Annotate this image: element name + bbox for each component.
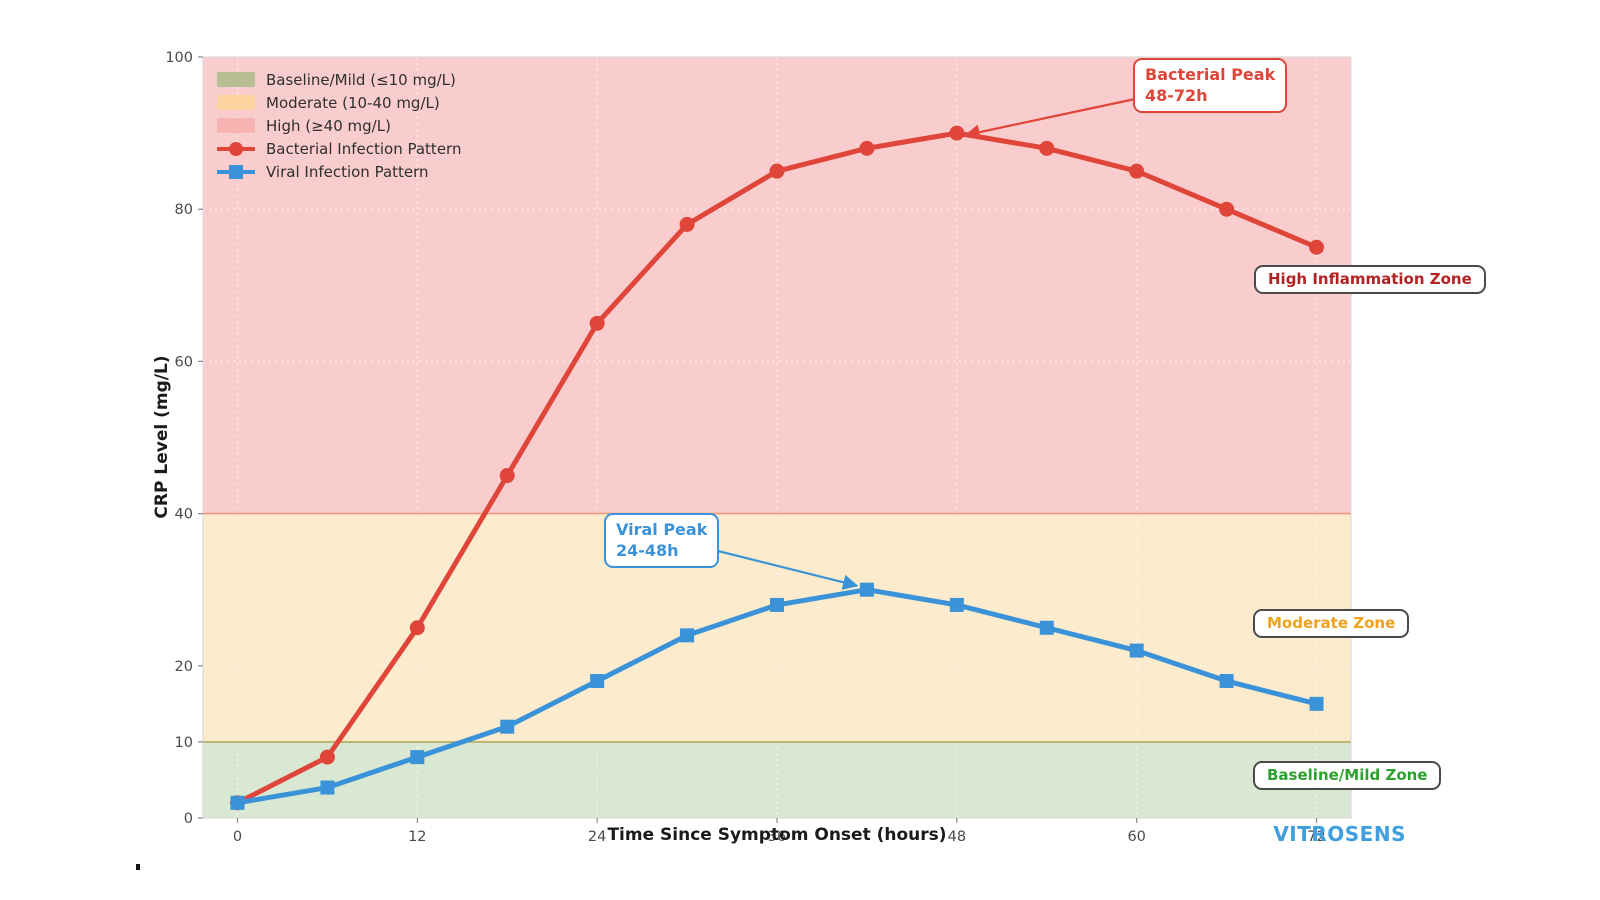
bacterial-data-point — [1129, 163, 1145, 179]
viral-data-point — [410, 750, 425, 765]
legend-label: Bacterial Infection Pattern — [266, 139, 462, 158]
chart-legend: Baseline/Mild (≤10 mg/L) Moderate (10-40 … — [217, 70, 461, 181]
viral-peak-arrow — [701, 545, 859, 590]
x-tick-label: 24 — [588, 829, 606, 845]
high-inflammation-zone-label: High Inflammation Zone — [1254, 265, 1486, 294]
x-tick-label: 72 — [1307, 829, 1325, 845]
zone-swatch-icon — [217, 95, 255, 110]
bacterial-data-point — [499, 468, 515, 484]
y-tick-label: 80 — [175, 202, 193, 218]
bacterial-data-point — [319, 749, 335, 765]
x-tick-label: 12 — [408, 829, 426, 845]
viral-data-point — [859, 582, 874, 597]
y-tick-label: 10 — [175, 735, 193, 751]
legend-item-zone-1: Moderate (10-40 mg/L) — [217, 93, 461, 112]
bacterial-data-point — [589, 315, 605, 331]
y-tick-label: 0 — [184, 811, 193, 827]
viral-data-point — [500, 719, 515, 734]
bacterial-data-point — [1219, 201, 1235, 217]
viral-data-point — [320, 780, 335, 795]
bacterial-peak-arrow — [964, 97, 1136, 140]
y-tick-label: 40 — [175, 507, 193, 523]
y-tick-label: 100 — [165, 50, 193, 66]
y-axis-title: CRP Level (mg/L) — [152, 355, 172, 519]
bacterial-legend-marker-icon — [217, 141, 255, 156]
bacterial-peak-annotation: Bacterial Peak 48-72h — [1133, 58, 1288, 114]
zone-swatch-icon — [217, 72, 255, 87]
legend-label: Viral Infection Pattern — [266, 162, 429, 181]
baseline-mild-zone-label: Baseline/Mild Zone — [1253, 761, 1442, 790]
viral-peak-annotation: Viral Peak 24-48h — [604, 513, 720, 569]
x-tick-label: 0 — [233, 829, 242, 845]
y-tick-label: 60 — [175, 354, 193, 370]
bacterial-data-point — [769, 163, 785, 179]
viral-data-point — [230, 795, 245, 810]
viral-data-point — [949, 597, 964, 612]
bacterial-data-point — [1039, 140, 1055, 156]
y-tick-label: 20 — [175, 659, 193, 675]
legend-label: Moderate (10-40 mg/L) — [266, 93, 440, 112]
viral-legend-marker-icon — [217, 164, 255, 179]
viral-data-point — [770, 597, 784, 612]
viral-data-point — [1219, 674, 1234, 689]
viral-data-point — [1129, 643, 1144, 658]
legend-item-bacterial: Bacterial Infection Pattern — [217, 139, 461, 158]
stray-mark — [136, 864, 140, 870]
bacterial-data-point — [409, 620, 425, 636]
bacterial-data-point — [679, 216, 695, 232]
viral-data-point — [680, 628, 695, 643]
legend-label: Baseline/Mild (≤10 mg/L) — [266, 70, 456, 89]
x-tick-label: 36 — [768, 829, 786, 845]
viral-data-point — [1039, 620, 1054, 635]
vitrosens-logo: VITROSENS — [1273, 822, 1406, 846]
bacterial-data-point — [1309, 239, 1325, 255]
zone-swatch-icon — [217, 118, 255, 133]
legend-item-zone-0: Baseline/Mild (≤10 mg/L) — [217, 70, 461, 89]
viral-data-point — [590, 674, 605, 689]
legend-item-zone-2: High (≥40 mg/L) — [217, 116, 461, 135]
bacterial-data-point — [859, 140, 875, 156]
legend-label: High (≥40 mg/L) — [266, 116, 391, 135]
x-tick-label: 48 — [948, 829, 966, 845]
viral-data-point — [1309, 696, 1324, 711]
x-axis-title: Time Since Symptom Onset (hours) — [607, 825, 947, 845]
legend-item-viral: Viral Infection Pattern — [217, 162, 461, 181]
x-tick-label: 60 — [1127, 829, 1145, 845]
bacterial-data-point — [949, 125, 965, 141]
moderate-zone-label: Moderate Zone — [1253, 609, 1410, 638]
